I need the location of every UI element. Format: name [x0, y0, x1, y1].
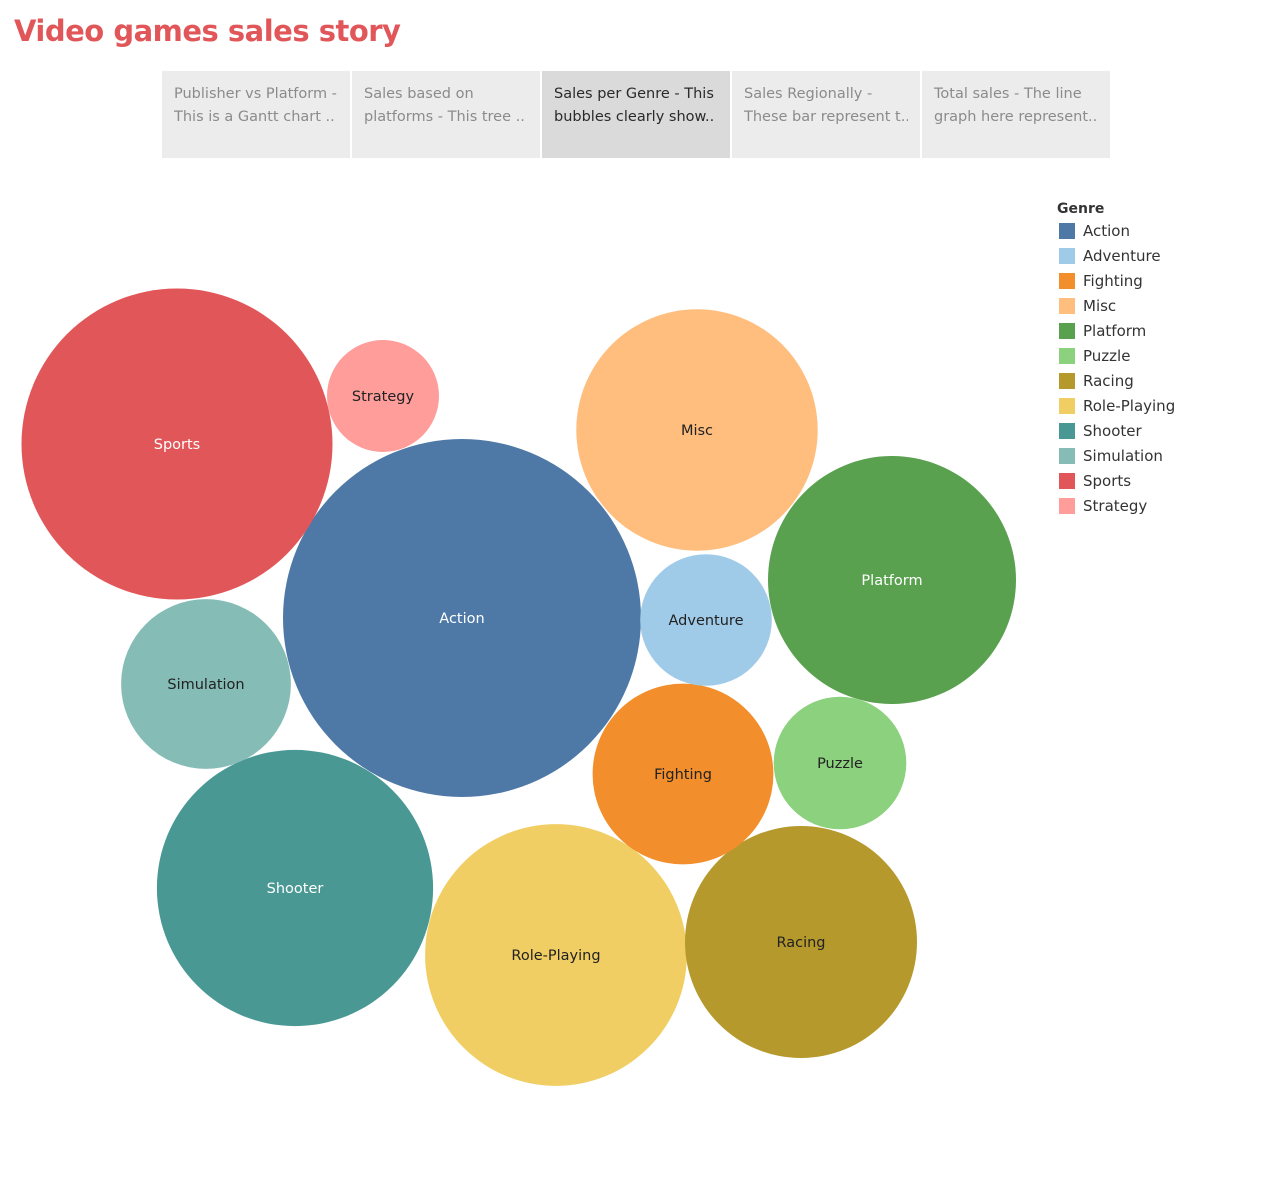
story-point-sales-per-genre[interactable]: Sales per Genre - This bubbles clearly s…: [542, 71, 730, 158]
bubble-fighting[interactable]: Fighting: [592, 683, 774, 865]
story-navigator: Publisher vs Platform - This is a Gantt …: [162, 71, 1110, 158]
legend-swatch: [1059, 422, 1075, 439]
bubble-label-racing: Racing: [776, 935, 825, 951]
legend-item-misc[interactable]: Misc: [1057, 293, 1257, 318]
legend-swatch: [1059, 472, 1075, 489]
genre-legend: Genre Action Adventure Fighting Misc Platfor…: [1057, 200, 1257, 518]
bubble-label-sports: Sports: [154, 437, 200, 453]
bubble-circle-strategy[interactable]: [327, 340, 439, 452]
bubble-strategy[interactable]: Strategy: [327, 340, 439, 452]
story-point-caption-line1: Sales Regionally -: [744, 86, 873, 102]
legend-swatch: [1059, 447, 1075, 464]
story-point-sales-by-platform[interactable]: Sales based on platforms - This tree ..: [352, 71, 540, 158]
bubble-label-fighting: Fighting: [654, 767, 712, 783]
bubble-circle-role-playing[interactable]: [425, 824, 687, 1086]
bubble-simulation[interactable]: Simulation: [121, 599, 291, 769]
legend-label: Action: [1083, 221, 1130, 240]
story-point-total-sales[interactable]: Total sales - The line graph here repres…: [922, 71, 1110, 158]
story-point-sales-regionally[interactable]: Sales Regionally - These bar represent t…: [732, 71, 920, 158]
bubble-label-strategy: Strategy: [352, 389, 415, 405]
legend-label: Role-Playing: [1083, 396, 1176, 415]
story-point-caption-line2: These bar represent t..: [744, 109, 908, 125]
bubble-label-shooter: Shooter: [267, 881, 324, 897]
genre-bubble-chart: Action Sports Shooter Role-Playing Platform M…: [0, 160, 1050, 1200]
bubble-label-simulation: Simulation: [167, 677, 244, 693]
legend-item-fighting[interactable]: Fighting: [1057, 268, 1257, 293]
bubble-circle-misc[interactable]: [576, 309, 818, 551]
bubble-circle-platform[interactable]: [768, 456, 1016, 704]
story-point-caption-line1: Sales based on: [364, 86, 474, 102]
story-point-caption-line1: Total sales - The line: [934, 86, 1082, 102]
legend-label: Fighting: [1083, 271, 1143, 290]
legend-swatch: [1059, 272, 1075, 289]
legend-label: Platform: [1083, 321, 1147, 340]
story-point-caption-line2: This is a Gantt chart ..: [174, 109, 335, 125]
legend-label: Simulation: [1083, 446, 1163, 465]
legend-title: Genre: [1057, 201, 1105, 217]
legend-item-role-playing[interactable]: Role-Playing: [1057, 393, 1257, 418]
legend-swatch: [1059, 322, 1075, 339]
bubble-role-playing[interactable]: Role-Playing: [425, 824, 687, 1086]
bubble-misc[interactable]: Misc: [576, 309, 818, 551]
bubble-circle-racing[interactable]: [685, 826, 917, 1058]
bubble-label-platform: Platform: [861, 573, 922, 589]
legend-swatch: [1059, 397, 1075, 414]
legend-items: Action Adventure Fighting Misc Platform Puzzl…: [1057, 218, 1257, 518]
bubble-label-role-playing: Role-Playing: [511, 948, 600, 964]
legend-item-simulation[interactable]: Simulation: [1057, 443, 1257, 468]
bubble-circle-simulation[interactable]: [121, 599, 291, 769]
legend-item-sports[interactable]: Sports: [1057, 468, 1257, 493]
legend-label: Strategy: [1083, 496, 1148, 515]
bubble-label-adventure: Adventure: [669, 613, 744, 629]
story-title: Video games sales story: [14, 14, 401, 48]
bubble-circle-fighting[interactable]: [592, 683, 774, 865]
story-point-caption-line2: graph here represent..: [934, 109, 1098, 125]
bubble-adventure[interactable]: Adventure: [640, 554, 772, 686]
legend-label: Adventure: [1083, 246, 1161, 265]
bubble-racing[interactable]: Racing: [685, 826, 917, 1058]
bubble-label-puzzle: Puzzle: [817, 756, 863, 772]
bubble-puzzle[interactable]: Puzzle: [773, 696, 907, 830]
legend-item-shooter[interactable]: Shooter: [1057, 418, 1257, 443]
legend-item-strategy[interactable]: Strategy: [1057, 493, 1257, 518]
legend-item-adventure[interactable]: Adventure: [1057, 243, 1257, 268]
bubble-sports[interactable]: Sports: [21, 288, 333, 600]
legend-label: Sports: [1083, 471, 1132, 490]
bubble-circle-adventure[interactable]: [640, 554, 772, 686]
legend-label: Racing: [1083, 371, 1134, 390]
legend-swatch: [1059, 372, 1075, 389]
story-point-caption-line1: Sales per Genre - This: [554, 86, 714, 102]
bubble-chart-canvas: Action Sports Shooter Role-Playing Platform M…: [21, 288, 1016, 1086]
legend-label: Misc: [1083, 296, 1117, 315]
story-point-caption-line2: platforms - This tree ..: [364, 109, 525, 125]
bubble-shooter[interactable]: Shooter: [156, 749, 434, 1027]
bubble-circle-puzzle[interactable]: [773, 696, 907, 830]
legend-item-racing[interactable]: Racing: [1057, 368, 1257, 393]
legend-swatch: [1059, 297, 1075, 314]
bubble-label-misc: Misc: [681, 423, 713, 439]
bubble-platform[interactable]: Platform: [768, 456, 1016, 704]
bubble-circle-action[interactable]: [283, 439, 641, 797]
story-point-caption-line2: bubbles clearly show..: [554, 109, 715, 125]
story-point-publisher-vs-platform[interactable]: Publisher vs Platform - This is a Gantt …: [162, 71, 350, 158]
legend-swatch: [1059, 497, 1075, 514]
story-point-caption-line1: Publisher vs Platform -: [174, 86, 337, 102]
legend-label: Puzzle: [1083, 346, 1131, 365]
bubble-circle-sports[interactable]: [21, 288, 333, 600]
legend-item-action[interactable]: Action: [1057, 218, 1257, 243]
legend-label: Shooter: [1083, 421, 1142, 440]
bubble-label-action: Action: [439, 611, 484, 627]
legend-item-puzzle[interactable]: Puzzle: [1057, 343, 1257, 368]
legend-swatch: [1059, 347, 1075, 364]
bubble-circle-shooter[interactable]: [156, 749, 434, 1027]
legend-item-platform[interactable]: Platform: [1057, 318, 1257, 343]
legend-swatch: [1059, 222, 1075, 239]
legend-swatch: [1059, 247, 1075, 264]
bubble-action[interactable]: Action: [283, 439, 641, 797]
